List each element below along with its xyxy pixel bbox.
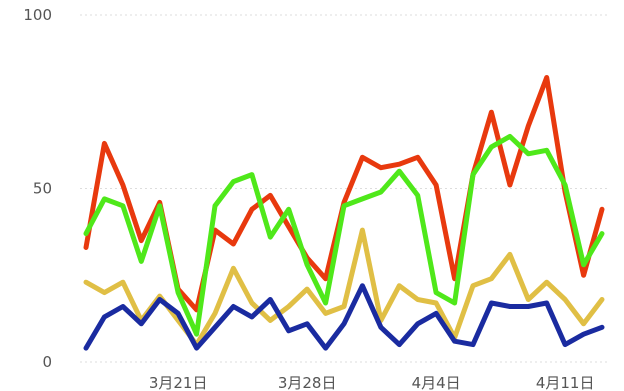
y-tick-label: 0 xyxy=(42,353,52,371)
y-axis: 0 50 100 xyxy=(23,6,52,371)
x-tick-label: 3月28日 xyxy=(278,374,337,391)
y-tick-label: 100 xyxy=(23,6,52,24)
x-tick-label: 3月21日 xyxy=(149,374,208,391)
x-tick-label: 4月4日 xyxy=(412,374,461,391)
x-tick-label: 4月11日 xyxy=(536,374,595,391)
x-axis: 3月21日 3月28日 4月4日 4月11日 xyxy=(149,374,595,391)
y-tick-label: 50 xyxy=(33,180,52,198)
series-line-4 xyxy=(83,283,605,351)
series-group xyxy=(83,75,605,351)
series-line-2 xyxy=(83,133,605,337)
series-line-3 xyxy=(83,227,605,348)
grid xyxy=(80,14,610,363)
series-line-1 xyxy=(83,75,605,313)
